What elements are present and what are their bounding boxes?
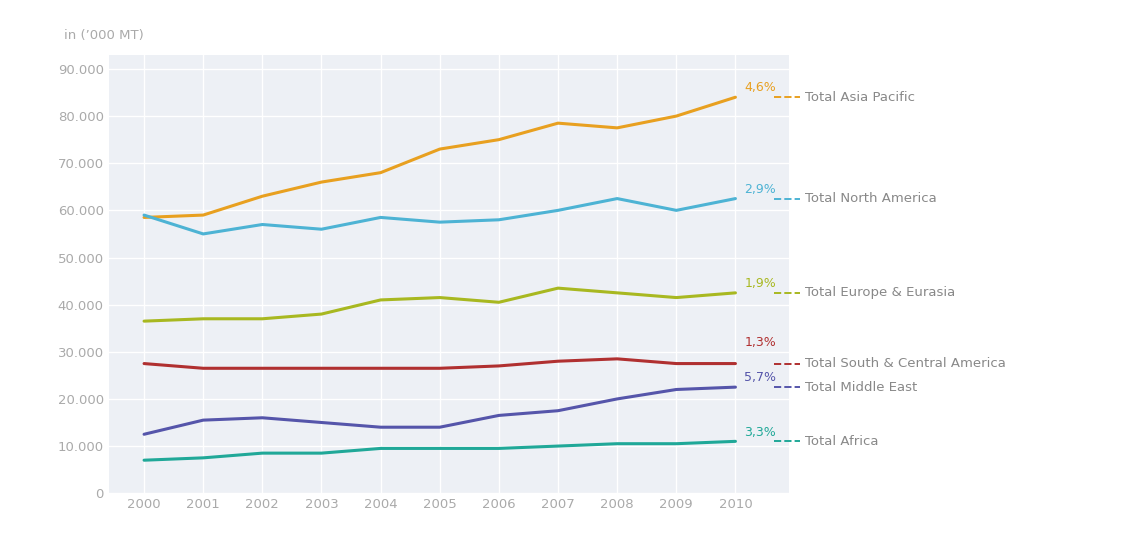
Text: in (’000 MT): in (’000 MT) <box>64 28 144 42</box>
Text: Total South & Central America: Total South & Central America <box>805 357 1006 370</box>
Text: Total Africa: Total Africa <box>805 435 879 448</box>
Text: 1,9%: 1,9% <box>744 277 776 290</box>
Text: Total North America: Total North America <box>805 192 937 205</box>
Text: Total Asia Pacific: Total Asia Pacific <box>805 91 916 104</box>
Text: 3,3%: 3,3% <box>744 426 776 439</box>
Text: Total Europe & Eurasia: Total Europe & Eurasia <box>805 287 956 299</box>
Text: 2,9%: 2,9% <box>744 182 776 196</box>
Text: 4,6%: 4,6% <box>744 81 776 94</box>
Text: 5,7%: 5,7% <box>744 371 776 384</box>
Text: 1,3%: 1,3% <box>744 336 776 349</box>
Text: Total Middle East: Total Middle East <box>805 381 918 393</box>
